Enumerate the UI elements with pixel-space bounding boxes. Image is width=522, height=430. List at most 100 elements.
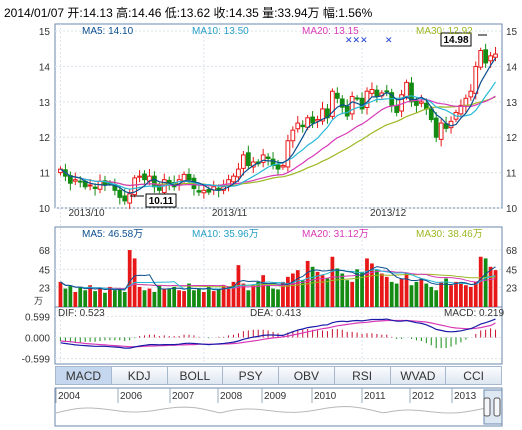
volume-bar [493, 270, 498, 307]
candle-body [152, 175, 157, 188]
candle-body [127, 193, 133, 204]
vol-ma20-line [60, 270, 496, 290]
candle-body [290, 129, 296, 142]
volume-bar [256, 281, 261, 307]
scroller-year-label: 2013 [454, 391, 477, 402]
volume-bar [389, 281, 394, 307]
candle-body [374, 89, 380, 98]
tab-obv[interactable]: OBV [279, 366, 335, 385]
volume-bar [429, 286, 434, 307]
volume-bar [98, 288, 102, 307]
candle-body [394, 104, 400, 113]
candle-body [320, 108, 325, 122]
price-tick-label: 13 [39, 98, 51, 109]
candle-body [364, 90, 370, 109]
volume-bar [177, 290, 182, 307]
volume-bar [320, 275, 325, 307]
indicator-tabs: MACD KDJ BOLL PSY OBV RSI WVAD CCI [55, 366, 502, 386]
volume-bar [117, 288, 122, 307]
volume-bar [63, 288, 68, 307]
time-scroller[interactable] [54, 387, 503, 427]
scroller-year-label: 2007 [172, 391, 195, 402]
ma10-legend: MA10: 13.50 [192, 26, 249, 37]
volume-bar [68, 286, 73, 307]
ma5-line [60, 57, 497, 194]
volume-bar [310, 266, 315, 307]
dif-line [60, 318, 496, 349]
tab-macd[interactable]: MACD [55, 366, 112, 385]
low-label: 10.11 [149, 196, 174, 207]
volume-bar [340, 273, 345, 307]
scroller-year-label: 2012 [412, 391, 435, 402]
volume-bar [365, 258, 369, 307]
price-tick-label: 15 [39, 27, 51, 38]
volume-bar [58, 281, 63, 307]
volume-bar [226, 286, 231, 307]
low-annotation: 10.11 [130, 193, 177, 208]
candle-body [265, 156, 271, 159]
volume-bar [360, 271, 364, 307]
event-marker[interactable]: ✕ [385, 35, 393, 45]
scroller-year-label: 2010 [314, 391, 337, 402]
volume-bar [335, 268, 340, 307]
scroller-year-label: 2008 [220, 391, 243, 402]
volume-bar [122, 291, 127, 307]
high-label: 14.98 [443, 35, 468, 46]
volume-bar [231, 281, 236, 307]
scroller-handle-right[interactable] [493, 397, 501, 417]
volume-bar [83, 290, 88, 307]
volume-bar [290, 273, 295, 307]
vol-ma5-line [60, 266, 496, 291]
volume-bar [108, 286, 112, 307]
scroller-year-label: 2011 [364, 391, 386, 402]
volume-bar [463, 285, 468, 307]
volume-bar [162, 289, 167, 307]
volume-bar [345, 280, 350, 307]
candle-body [478, 50, 484, 68]
candle-body [87, 184, 93, 187]
volume-bar [384, 276, 389, 307]
price-tick-label-right: 10 [506, 204, 518, 215]
candle-body [488, 55, 493, 62]
price-tick-label-right: 13 [506, 98, 518, 109]
tab-cci[interactable]: CCI [446, 366, 502, 385]
tab-rsi[interactable]: RSI [334, 366, 391, 385]
volume-bar [468, 286, 473, 307]
ma20-legend: MA20: 13.15 [302, 26, 359, 37]
volume-bar [216, 289, 221, 307]
candle-body [359, 97, 365, 110]
candle-body [305, 117, 311, 128]
tab-kdj[interactable]: KDJ [111, 366, 168, 385]
candle-body [354, 97, 360, 100]
volume-bar [409, 285, 414, 307]
price-tick-label-right: 12 [506, 133, 518, 144]
x-tick-label: 2013/11 [212, 208, 248, 219]
candle-body [295, 122, 301, 130]
volume-bar [330, 256, 335, 307]
candle-body [77, 180, 83, 183]
event-marker[interactable]: ✕✕✕ [345, 35, 368, 45]
volume-bar [157, 285, 162, 307]
price-tick-label: 12 [39, 133, 51, 144]
volume-bar [399, 278, 404, 307]
tab-boll[interactable]: BOLL [167, 366, 224, 385]
scroller-handle-left[interactable] [483, 397, 491, 417]
candle-body [315, 119, 320, 122]
high-annotation: 14.98 [440, 32, 487, 47]
candle-body [473, 65, 479, 94]
volume-tick-label: 45 [39, 265, 51, 276]
tab-wvad[interactable]: WVAD [390, 366, 447, 385]
tab-psy[interactable]: PSY [223, 366, 279, 385]
volume-bar [473, 281, 478, 307]
quote-summary: 2014/01/07 开:14.13 高:14.46 低:13.62 收:14.… [4, 6, 373, 20]
scroller-year-label: 2004 [58, 391, 81, 402]
volume-tick-label-right: 23 [506, 284, 518, 295]
volume-bar [192, 290, 196, 307]
volume-tick-label-right: 45 [506, 265, 518, 276]
candle-body [206, 189, 212, 193]
volume-bar [350, 281, 355, 307]
candle-body [142, 173, 147, 181]
candle-body [334, 92, 340, 99]
candle-body [280, 165, 286, 168]
dea-line [60, 319, 496, 348]
